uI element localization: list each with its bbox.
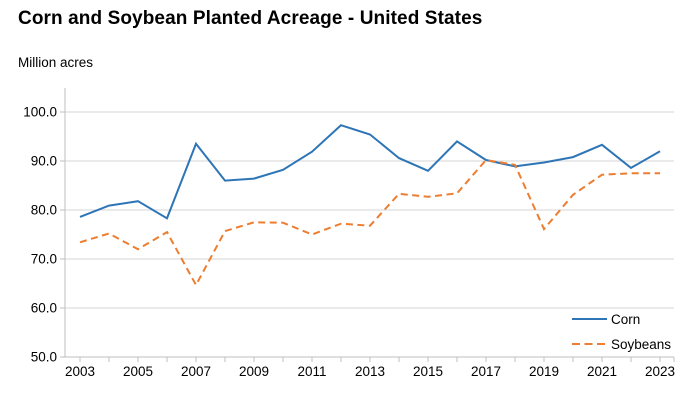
- x-tick-label: 2011: [297, 364, 326, 379]
- x-tick-label: 2005: [123, 364, 153, 379]
- x-tick-label: 2015: [413, 364, 443, 379]
- y-tick-label: 90.0: [31, 154, 57, 169]
- y-tick-labels: 50.0 60.0 70.0 80.0 90.0 100.0: [23, 105, 57, 365]
- soybeans-line: [79, 158, 660, 288]
- legend: Corn Soybeans: [572, 312, 671, 352]
- x-tick-label: 2017: [471, 364, 501, 379]
- gridlines: [65, 111, 674, 309]
- x-tick-label: 2013: [355, 364, 385, 379]
- corn-line: [79, 124, 661, 220]
- x-tick-label: 2019: [529, 364, 559, 379]
- x-tick-label: 2021: [587, 364, 617, 379]
- axes: [60, 88, 675, 362]
- x-tick-labels: 2003 2005 2007 2009 2011 2013 2015 2017 2019 2021…: [65, 364, 675, 379]
- chart-title: Corn and Soybean Planted Acreage - Unite…: [18, 8, 483, 29]
- x-tick-label: 2007: [181, 364, 211, 379]
- x-tick-label: 2003: [65, 364, 95, 379]
- y-axis-units-label: Million acres: [18, 55, 94, 70]
- legend-label-corn: Corn: [611, 312, 640, 327]
- y-tick-label: 70.0: [31, 252, 57, 267]
- x-tick-label: 2009: [239, 364, 269, 379]
- legend-label-soybeans: Soybeans: [611, 337, 671, 352]
- y-tick-label: 60.0: [31, 301, 57, 316]
- x-tick-label: 2023: [645, 364, 675, 379]
- legend-item-soybeans: Soybeans: [572, 337, 671, 352]
- series: [79, 124, 661, 288]
- y-tick-label: 50.0: [31, 350, 57, 365]
- legend-item-corn: Corn: [572, 312, 640, 327]
- y-tick-label: 80.0: [31, 203, 57, 218]
- y-tick-label: 100.0: [23, 105, 57, 120]
